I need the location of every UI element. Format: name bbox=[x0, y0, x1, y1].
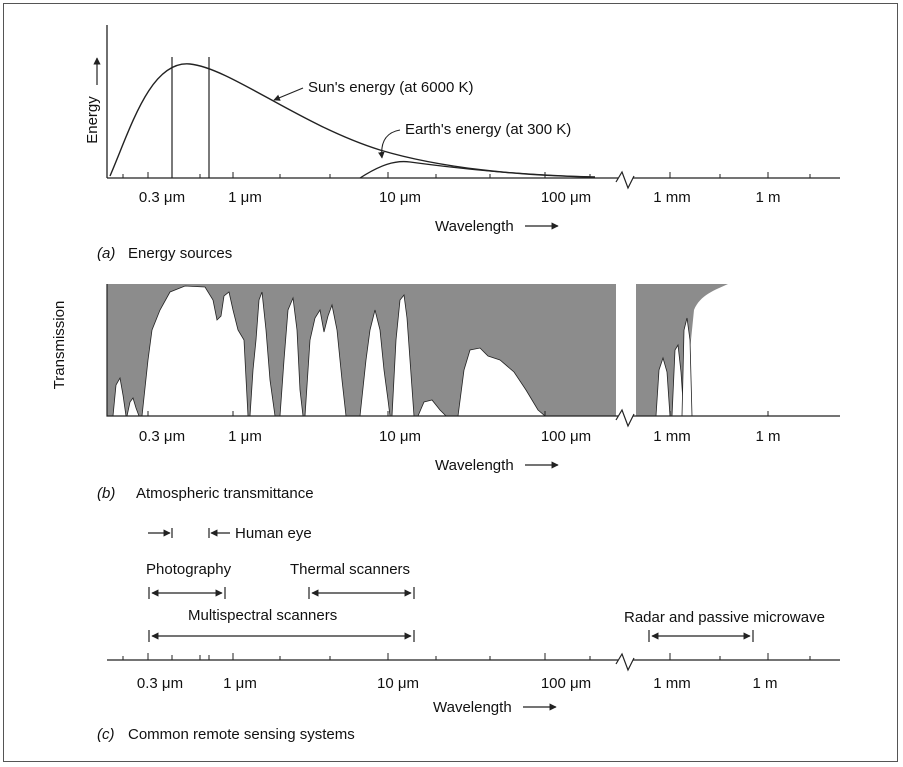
panel-c-letter: (c) bbox=[97, 726, 115, 743]
panel-b-wavelength-label: Wavelength bbox=[435, 457, 514, 474]
tick-label-a-10um: 10 μm bbox=[379, 189, 421, 206]
panel-a-caption: Energy sources bbox=[128, 245, 232, 262]
tick-label-b-1m: 1 m bbox=[755, 428, 780, 445]
microwave-windows bbox=[655, 317, 693, 417]
panel-a-minor-ticks bbox=[122, 172, 811, 178]
tick-label-b-1um: 1 μm bbox=[228, 428, 262, 445]
tick-label-c-1um: 1 μm bbox=[223, 675, 257, 692]
panel-b-caption: Atmospheric transmittance bbox=[136, 485, 314, 502]
tick-label-a-100um: 100 μm bbox=[541, 189, 591, 206]
sun-energy-label: Sun's energy (at 6000 K) bbox=[308, 79, 473, 96]
axis-break-b-icon bbox=[615, 408, 635, 428]
axis-break-c-icon bbox=[615, 652, 635, 672]
thermal-scanners-label: Thermal scanners bbox=[290, 561, 410, 578]
tick-label-c-0.3um: 0.3 μm bbox=[137, 675, 183, 692]
tick-label-b-10um: 10 μm bbox=[379, 428, 421, 445]
energy-axis-label: Energy bbox=[84, 96, 101, 144]
earth-label-arrow-icon bbox=[378, 129, 401, 159]
earth-energy-curve bbox=[359, 160, 591, 179]
axis-break-icon bbox=[615, 170, 635, 190]
panel-a-energy-sources: Energy Sun's energy (at 6000 K) Earth's … bbox=[84, 25, 840, 262]
panel-b-minor-ticks bbox=[147, 411, 769, 416]
transmission-windows bbox=[112, 285, 547, 417]
panel-c-minor-ticks bbox=[122, 653, 811, 660]
tick-label-b-0.3um: 0.3 μm bbox=[139, 428, 185, 445]
human-eye-label: Human eye bbox=[235, 525, 312, 542]
panel-b-letter: (b) bbox=[97, 485, 115, 502]
panel-a-letter: (a) bbox=[97, 245, 115, 262]
panel-a-wavelength-label: Wavelength bbox=[435, 218, 514, 235]
multispectral-scanners-label: Multispectral scanners bbox=[188, 607, 337, 624]
earth-energy-label: Earth's energy (at 300 K) bbox=[405, 121, 571, 138]
panel-c-caption: Common remote sensing systems bbox=[128, 726, 355, 743]
panel-b-axes bbox=[106, 284, 840, 417]
tick-label-a-1um: 1 μm bbox=[228, 189, 262, 206]
photography-label: Photography bbox=[146, 561, 232, 578]
tick-label-c-10um: 10 μm bbox=[377, 675, 419, 692]
tick-label-c-1mm: 1 mm bbox=[653, 675, 691, 692]
panel-c-wavelength-label: Wavelength bbox=[433, 699, 512, 716]
transmission-axis-label: Transmission bbox=[51, 301, 68, 390]
tick-label-b-100um: 100 μm bbox=[541, 428, 591, 445]
sun-label-arrow-icon bbox=[273, 87, 304, 101]
panel-b-atmospheric-transmittance: Transmission bbox=[51, 284, 840, 502]
tick-label-c-100um: 100 μm bbox=[541, 675, 591, 692]
tick-label-a-1m: 1 m bbox=[755, 189, 780, 206]
tick-label-a-1mm: 1 mm bbox=[653, 189, 691, 206]
tick-label-b-1mm: 1 mm bbox=[653, 428, 691, 445]
tick-label-c-1m: 1 m bbox=[752, 675, 777, 692]
panel-c-remote-sensing-systems: Human eye Photography Thermal scanners M… bbox=[97, 525, 840, 743]
tick-label-a-0.3um: 0.3 μm bbox=[139, 189, 185, 206]
radar-microwave-label: Radar and passive microwave bbox=[624, 609, 825, 626]
